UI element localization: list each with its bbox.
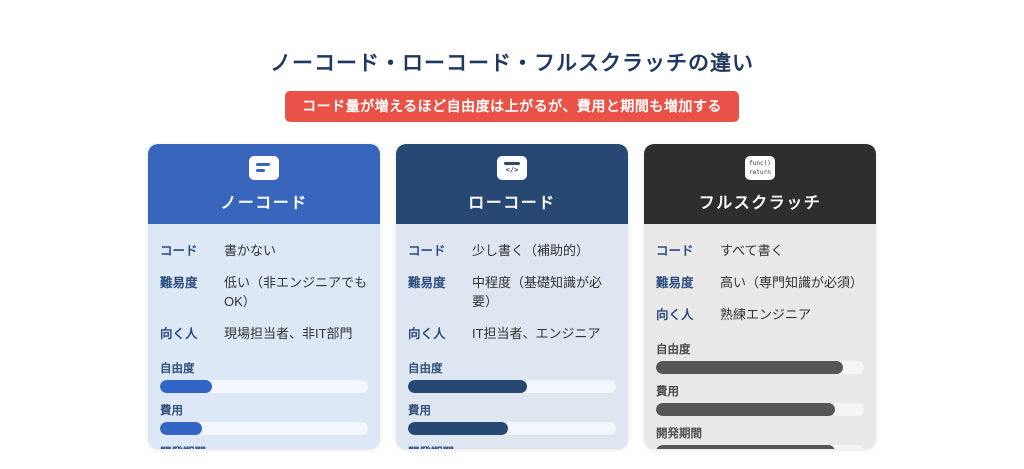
spec-row: 難易度 中程度（基礎知識が必要） bbox=[408, 272, 616, 310]
page-title: ノーコード・ローコード・フルスクラッチの違い bbox=[270, 52, 754, 76]
bar-group: 自由度 bbox=[656, 341, 864, 375]
spec-label: コード bbox=[160, 244, 198, 259]
spec-value: 書かない bbox=[224, 243, 277, 259]
bar-track bbox=[408, 380, 616, 394]
bar-track bbox=[656, 403, 864, 417]
highlight-banner: コード量が増えるほど自由度は上がるが、費用と期間も増加する bbox=[285, 91, 739, 123]
bar-group: 自由度 bbox=[408, 360, 616, 394]
spec-value: 熟練エンジニア bbox=[720, 307, 812, 323]
bar-fill bbox=[656, 361, 844, 375]
card-title: フルスクラッチ bbox=[698, 194, 822, 212]
function-code-icon: func() return bbox=[745, 155, 775, 180]
spec-label: 難易度 bbox=[656, 276, 694, 291]
spec-row: 難易度 低い（非エンジニアでもOK） bbox=[160, 272, 368, 310]
bar-group: 開発期間 bbox=[656, 425, 864, 450]
card-title: ローコード bbox=[468, 194, 556, 212]
banner-row: コード量が増えるほど自由度は上がるが、費用と期間も増加する bbox=[0, 91, 1024, 123]
bar-label: 開発期間 bbox=[656, 428, 702, 441]
spec-label: 向く人 bbox=[408, 327, 446, 342]
comparison-cards: ノーコード コード 書かない 難易度 低い（非エンジニアでもOK） 向く人 現場… bbox=[0, 144, 1024, 450]
bar-track bbox=[160, 422, 368, 436]
bar-group: 費用 bbox=[656, 383, 864, 417]
card-fullscratch-header: func() return フルスクラッチ bbox=[644, 144, 876, 225]
spec-row: 難易度 高い（専門知識が必須） bbox=[656, 272, 864, 291]
card-lowcode: </> ローコード コード 少し書く（補助的） 難易度 中程度（基礎知識が必要）… bbox=[396, 144, 628, 450]
spec-value: 高い（専門知識が必須） bbox=[720, 275, 864, 291]
spec-value: 少し書く（補助的） bbox=[472, 243, 590, 259]
function-code-icon-text: func() bbox=[749, 159, 771, 167]
spec-value: すべて書く bbox=[720, 243, 784, 259]
spec-row: 向く人 IT担当者、エンジニア bbox=[408, 323, 616, 342]
bars-section: 自由度 費用 開発期間 bbox=[408, 360, 616, 449]
card-nocode-header: ノーコード bbox=[148, 144, 380, 225]
spec-value: 中程度（基礎知識が必要） bbox=[472, 275, 603, 310]
bar-track bbox=[656, 361, 864, 375]
card-nocode-body: コード 書かない 難易度 低い（非エンジニアでもOK） 向く人 現場担当者、非I… bbox=[148, 224, 380, 450]
card-title: ノーコード bbox=[220, 194, 308, 212]
spec-value: IT担当者、エンジニア bbox=[472, 326, 601, 342]
card-lowcode-body: コード 少し書く（補助的） 難易度 中程度（基礎知識が必要） 向く人 IT担当者… bbox=[396, 224, 628, 450]
bar-fill bbox=[160, 380, 212, 394]
bar-label: 費用 bbox=[408, 405, 431, 418]
spec-label: コード bbox=[408, 244, 446, 259]
bar-label: 自由度 bbox=[656, 344, 691, 357]
form-blocks-icon bbox=[249, 155, 279, 180]
spec-value: 低い（非エンジニアでもOK） bbox=[224, 275, 368, 310]
bar-fill bbox=[656, 403, 835, 417]
spec-label: 向く人 bbox=[656, 308, 694, 323]
bar-group: 自由度 bbox=[160, 360, 368, 394]
spec-label: 難易度 bbox=[160, 276, 198, 291]
bar-label: 自由度 bbox=[408, 363, 443, 376]
spec-row: 向く人 熟練エンジニア bbox=[656, 304, 864, 323]
card-fullscratch: func() return フルスクラッチ コード すべて書く 難易度 高い（専… bbox=[644, 144, 876, 450]
card-lowcode-header: </> ローコード bbox=[396, 144, 628, 225]
form-blocks-icon-line bbox=[256, 169, 265, 173]
function-code-icon-text: return bbox=[749, 168, 771, 176]
bar-track bbox=[656, 445, 864, 450]
bar-track bbox=[160, 380, 368, 394]
bar-label: 開発期間 bbox=[160, 444, 368, 449]
bar-fill bbox=[656, 445, 835, 450]
bar-fill bbox=[408, 422, 508, 436]
spec-label: 向く人 bbox=[160, 327, 198, 342]
card-nocode: ノーコード コード 書かない 難易度 低い（非エンジニアでもOK） 向く人 現場… bbox=[148, 144, 380, 450]
spec-row: 向く人 現場担当者、非IT部門 bbox=[160, 323, 368, 342]
spec-label: 難易度 bbox=[408, 276, 446, 291]
spec-row: コード 書かない bbox=[160, 240, 368, 259]
bars-section: 自由度 費用 開発期間 bbox=[160, 360, 368, 449]
code-tag-icon: </> bbox=[497, 155, 527, 180]
bars-section: 自由度 費用 開発期間 bbox=[656, 341, 864, 450]
spec-row: コード すべて書く bbox=[656, 240, 864, 259]
spec-value: 現場担当者、非IT部門 bbox=[224, 326, 353, 342]
bar-group: 費用 bbox=[408, 402, 616, 436]
spec-row: コード 少し書く（補助的） bbox=[408, 240, 616, 259]
card-fullscratch-body: コード すべて書く 難易度 高い（専門知識が必須） 向く人 熟練エンジニア 自由… bbox=[644, 224, 876, 450]
bar-label: 費用 bbox=[160, 405, 183, 418]
page: { "page": { "title": "ノーコード・ローコード・フルスクラッ… bbox=[0, 14, 1024, 469]
bar-fill bbox=[408, 380, 527, 394]
bar-group: 開発期間 bbox=[408, 444, 616, 449]
bar-group: 開発期間 bbox=[160, 444, 368, 449]
bar-group: 費用 bbox=[160, 402, 368, 436]
bar-label: 費用 bbox=[656, 386, 679, 399]
bar-fill bbox=[160, 422, 202, 436]
bar-label: 自由度 bbox=[160, 363, 195, 376]
code-tag-icon-line bbox=[504, 161, 520, 165]
code-tag-icon-text: </> bbox=[505, 165, 519, 174]
bar-track bbox=[408, 422, 616, 436]
form-blocks-icon-line bbox=[256, 163, 270, 167]
bar-label: 開発期間 bbox=[408, 444, 616, 449]
spec-label: コード bbox=[656, 244, 694, 259]
